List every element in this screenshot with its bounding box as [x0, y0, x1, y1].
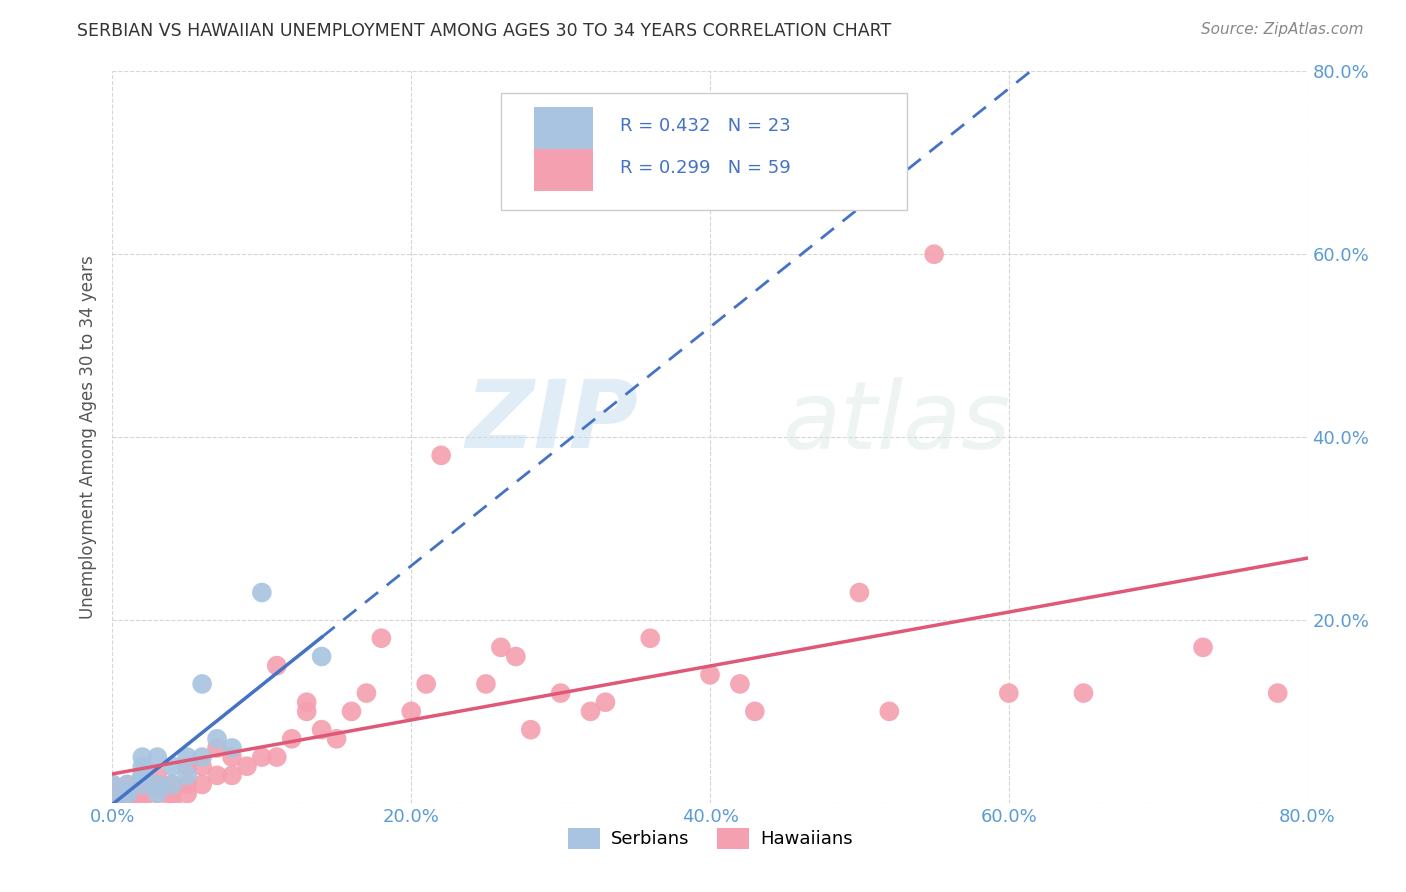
Point [191, 677, 214, 691]
Point [146, 778, 169, 792]
Point [131, 778, 153, 792]
Point [295, 695, 318, 709]
Point [117, 778, 139, 792]
Point [640, 632, 662, 646]
Point [250, 585, 273, 599]
Point [475, 677, 498, 691]
Point [162, 778, 183, 792]
Point [146, 787, 169, 801]
Point [117, 787, 139, 801]
Text: R = 0.432   N = 23: R = 0.432 N = 23 [620, 117, 792, 136]
Point [117, 787, 139, 801]
Point [340, 705, 363, 719]
Point [176, 768, 198, 782]
Point [191, 778, 214, 792]
Point [550, 686, 572, 700]
Point [1192, 640, 1215, 655]
Point [505, 649, 527, 664]
Point [162, 787, 183, 801]
Point [205, 731, 228, 746]
Point [998, 686, 1021, 700]
Point [101, 778, 124, 792]
Point [176, 787, 198, 801]
Point [101, 778, 124, 792]
Point [311, 723, 333, 737]
Point [191, 750, 214, 764]
Text: R = 0.299   N = 59: R = 0.299 N = 59 [620, 159, 792, 177]
Point [131, 787, 153, 801]
Point [176, 759, 198, 773]
Point [295, 705, 318, 719]
Point [415, 677, 437, 691]
Point [489, 640, 512, 655]
FancyBboxPatch shape [534, 149, 593, 191]
Point [266, 750, 288, 764]
Point [221, 750, 243, 764]
Point [101, 787, 124, 801]
Point [162, 778, 183, 792]
Point [117, 778, 139, 792]
Point [311, 649, 333, 664]
Point [191, 759, 214, 773]
Point [131, 768, 153, 782]
Point [579, 705, 602, 719]
Point [176, 778, 198, 792]
Point [146, 750, 169, 764]
Point [848, 585, 870, 599]
Point [401, 705, 423, 719]
Text: Source: ZipAtlas.com: Source: ZipAtlas.com [1201, 22, 1364, 37]
Point [1073, 686, 1095, 700]
Point [221, 768, 243, 782]
Point [146, 768, 169, 782]
Point [356, 686, 378, 700]
Point [162, 759, 183, 773]
Point [1267, 686, 1289, 700]
Point [146, 778, 169, 792]
Text: SERBIAN VS HAWAIIAN UNEMPLOYMENT AMONG AGES 30 TO 34 YEARS CORRELATION CHART: SERBIAN VS HAWAIIAN UNEMPLOYMENT AMONG A… [77, 22, 891, 40]
Point [131, 759, 153, 773]
Point [325, 731, 347, 746]
Point [370, 632, 392, 646]
Point [221, 740, 243, 755]
Y-axis label: Unemployment Among Ages 30 to 34 years: Unemployment Among Ages 30 to 34 years [79, 255, 97, 619]
Point [250, 750, 273, 764]
Point [595, 695, 617, 709]
Legend: Serbians, Hawaiians: Serbians, Hawaiians [561, 821, 859, 856]
Point [131, 768, 153, 782]
Point [146, 787, 169, 801]
Point [101, 796, 124, 810]
Point [266, 658, 288, 673]
Point [117, 796, 139, 810]
Point [131, 768, 153, 782]
Text: ZIP: ZIP [465, 376, 638, 468]
Point [205, 740, 228, 755]
Point [520, 723, 543, 737]
FancyBboxPatch shape [534, 107, 593, 150]
Point [131, 796, 153, 810]
Point [879, 705, 901, 719]
Point [117, 787, 139, 801]
Point [101, 796, 124, 810]
Point [117, 787, 139, 801]
Point [162, 796, 183, 810]
Point [205, 768, 228, 782]
Point [131, 778, 153, 792]
Text: atlas: atlas [782, 377, 1010, 468]
Point [176, 750, 198, 764]
Point [744, 705, 766, 719]
Point [131, 750, 153, 764]
Point [699, 667, 721, 681]
Point [281, 731, 304, 746]
Point [922, 247, 945, 261]
FancyBboxPatch shape [501, 94, 907, 211]
Point [236, 759, 259, 773]
Point [728, 677, 751, 691]
Point [430, 448, 453, 462]
